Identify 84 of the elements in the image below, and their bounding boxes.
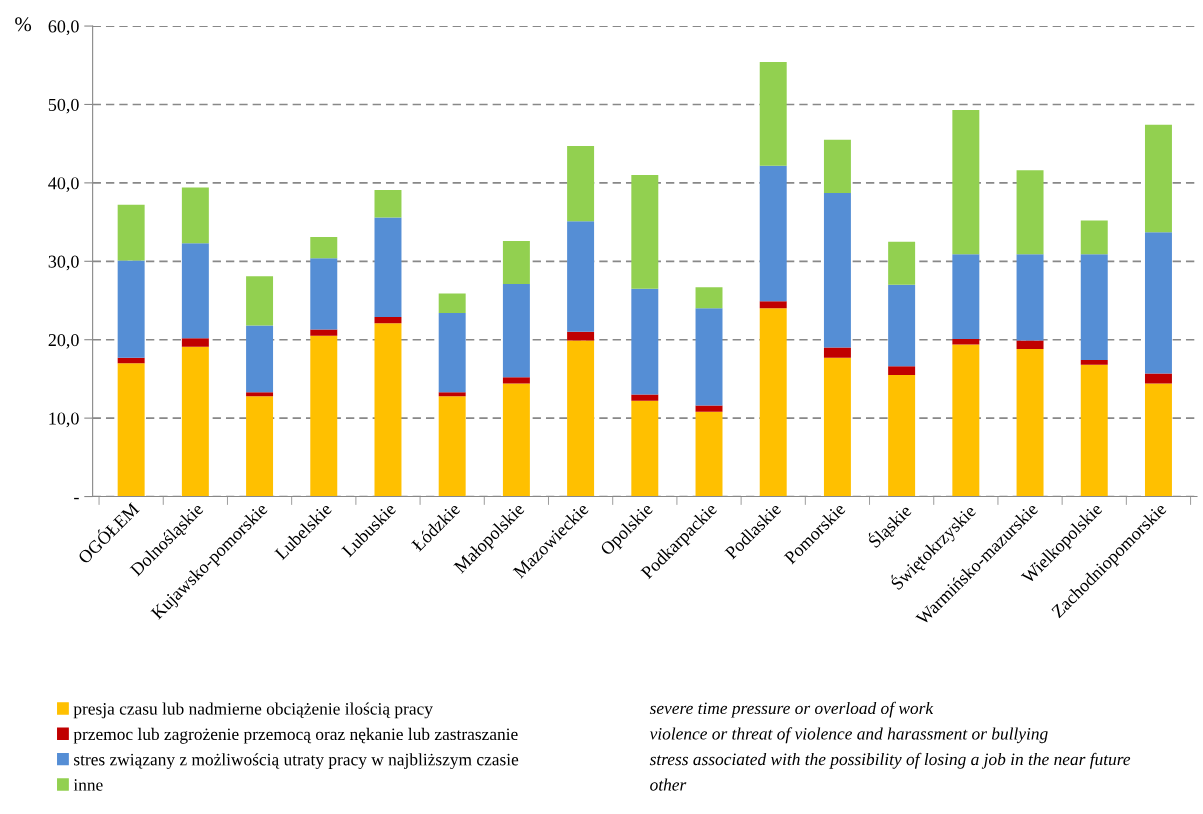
bar — [246, 392, 274, 397]
legend-label: presja czasu lub nadmierne obciążenie ilością pracy — [73, 702, 433, 719]
bar — [888, 375, 916, 497]
y-tick-label: 30,0 — [48, 255, 79, 271]
bar — [246, 325, 274, 393]
bar — [246, 276, 274, 326]
bar — [567, 340, 595, 497]
bar — [631, 175, 659, 289]
bar — [181, 187, 209, 244]
bar — [374, 189, 402, 218]
bar — [1016, 170, 1044, 255]
bar — [823, 357, 851, 497]
bar — [246, 396, 274, 497]
bar — [181, 338, 209, 347]
bar — [117, 357, 145, 364]
bar — [502, 284, 530, 378]
y-tick-label: - — [74, 497, 79, 500]
text: violence or threat of violence and harassment or bullying — [649, 727, 1048, 744]
bar — [888, 284, 916, 367]
bar — [502, 383, 530, 497]
legend-label: przemoc lub zagrożenie przemocą oraz nękanie lub zastraszanie — [73, 727, 518, 744]
y-tick-label: 50,0 — [48, 98, 79, 114]
bar — [631, 400, 659, 497]
bar — [888, 366, 916, 375]
bar — [310, 329, 338, 336]
bar — [502, 377, 530, 384]
y-tick-label: 20,0 — [48, 333, 79, 349]
bar — [759, 308, 787, 497]
y-tick-label: 40,0 — [48, 177, 79, 192]
legend-label: stres związany z możliwością utraty pracy w najbliższym czasie — [74, 753, 519, 770]
bar — [888, 241, 916, 285]
bar — [567, 331, 595, 341]
bar — [695, 411, 723, 497]
bar — [117, 260, 145, 358]
bar — [567, 221, 595, 332]
bar — [759, 62, 787, 166]
bar — [374, 316, 402, 324]
bar — [310, 236, 338, 259]
bar — [438, 293, 466, 314]
bar — [1080, 254, 1108, 361]
bar — [952, 338, 980, 345]
bar — [823, 347, 851, 358]
bar — [374, 217, 402, 317]
bar — [1144, 124, 1172, 233]
bar — [438, 392, 466, 397]
bar — [181, 346, 209, 497]
bar — [759, 301, 787, 309]
bar — [695, 287, 723, 309]
bar — [502, 240, 530, 285]
bar — [117, 204, 145, 261]
text: other — [650, 778, 687, 791]
bar — [181, 243, 209, 339]
bar — [1080, 220, 1108, 255]
text: stress associated with the possibility of losing a job in the near future — [649, 752, 1131, 769]
bar — [117, 363, 145, 497]
bar — [1016, 349, 1044, 497]
bar — [631, 288, 659, 395]
bar — [1144, 232, 1172, 374]
bar — [1080, 364, 1108, 497]
bar — [438, 313, 466, 393]
bar — [567, 146, 595, 222]
bar — [374, 323, 402, 497]
bar — [695, 405, 723, 412]
bar — [759, 165, 787, 302]
bar — [823, 139, 851, 194]
bar — [438, 396, 466, 497]
legend-label: inne — [73, 779, 103, 791]
bar — [695, 308, 723, 406]
text: severe time pressure or overload of work — [649, 701, 934, 718]
bar — [310, 335, 338, 497]
bar — [952, 109, 980, 255]
bar — [952, 254, 980, 339]
bar — [1144, 383, 1172, 497]
bar — [1144, 373, 1172, 384]
bar — [952, 344, 980, 497]
y-tick-label: 10,0 — [49, 412, 79, 428]
bar — [1016, 340, 1044, 350]
bar — [823, 193, 851, 348]
y-tick-label: 60,0 — [48, 20, 79, 36]
bar — [1016, 254, 1044, 341]
bar — [310, 258, 338, 330]
y-axis-title: % — [15, 17, 32, 32]
bar — [1080, 360, 1108, 365]
bar — [631, 394, 659, 401]
